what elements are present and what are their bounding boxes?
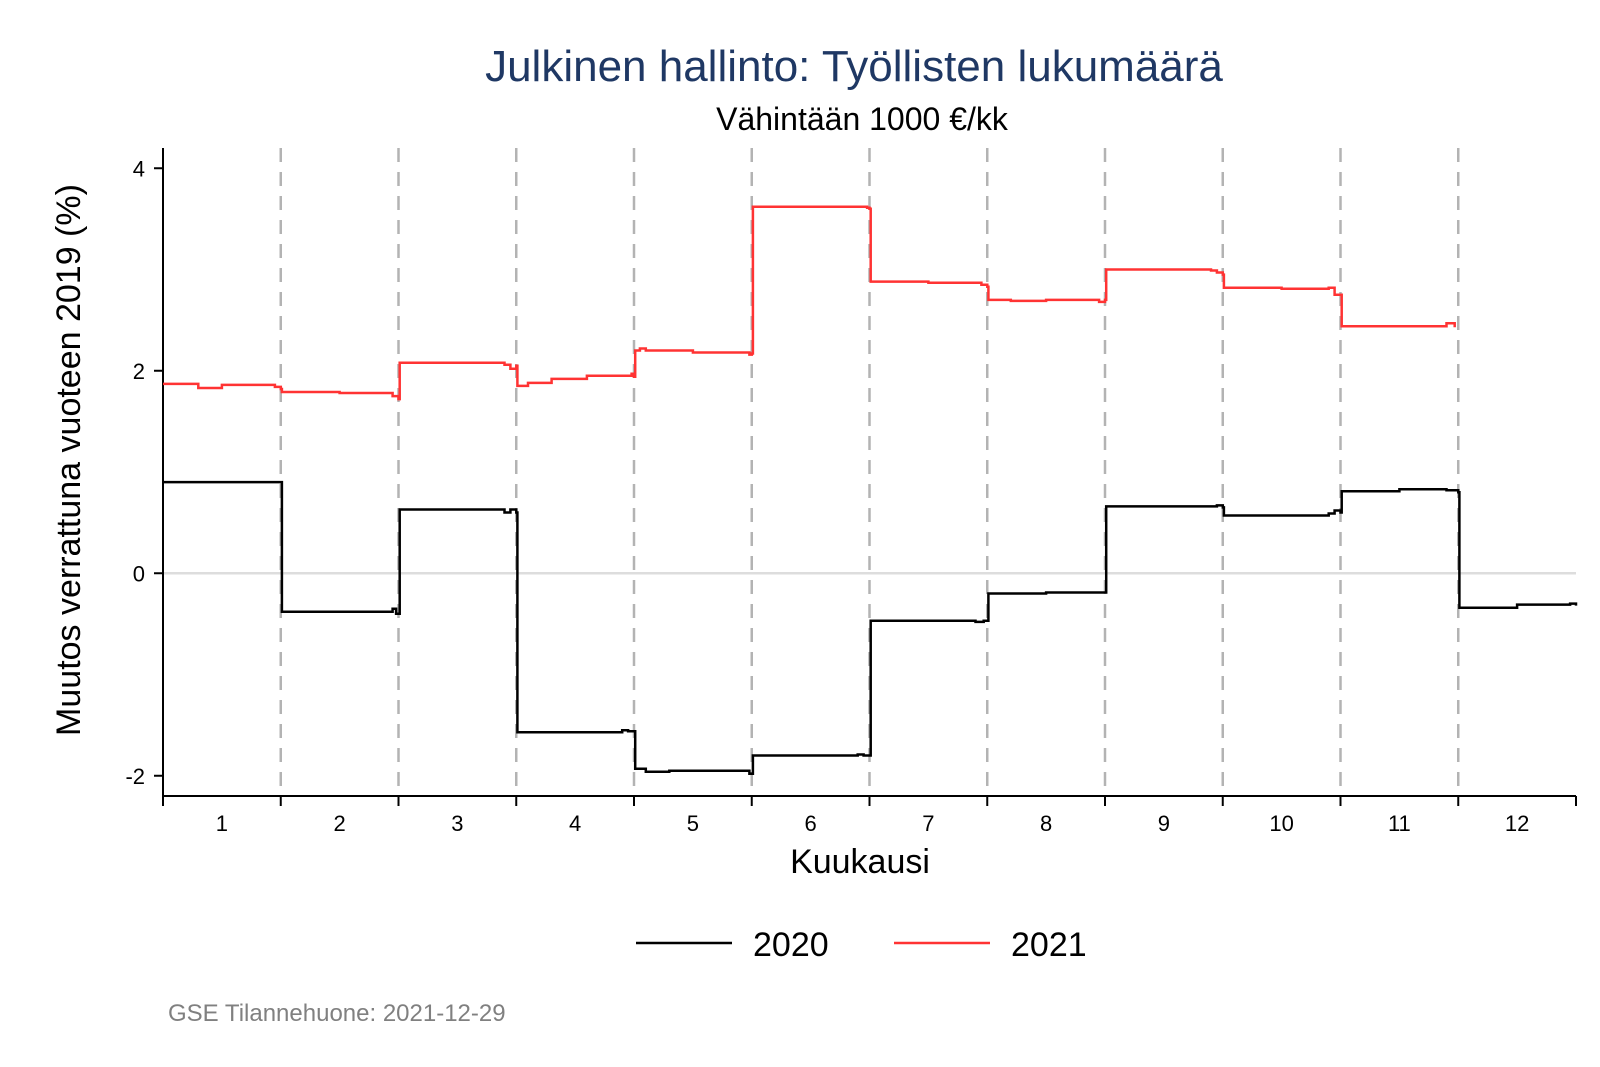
series-line-2021 xyxy=(163,205,1456,401)
chart-subtitle: Vähintään 1000 €/kk xyxy=(716,101,1009,137)
x-tick-label: 8 xyxy=(1040,811,1052,836)
x-tick-label: 5 xyxy=(687,811,699,836)
y-tick-label: 4 xyxy=(133,156,145,181)
x-tick-label: 12 xyxy=(1505,811,1529,836)
x-tick-label: 6 xyxy=(805,811,817,836)
x-tick-label: 10 xyxy=(1269,811,1293,836)
series-line-2020 xyxy=(163,480,1578,775)
y-tick-label: -2 xyxy=(125,764,145,789)
series-layer xyxy=(163,205,1578,775)
legend-label-2020: 2020 xyxy=(753,926,829,964)
x-axis: 1 2 3 4 5 6 7 8 9 10 11 12 xyxy=(162,795,1577,836)
x-tick-label: 11 xyxy=(1388,811,1411,836)
x-tick-label: 4 xyxy=(569,811,581,836)
y-axis-title: Muutos verrattuna vuoteen 2019 (%) xyxy=(50,184,88,736)
y-tick-label: 2 xyxy=(133,359,145,384)
x-tick-label: 1 xyxy=(216,811,228,836)
x-axis-title: Kuukausi xyxy=(790,843,930,881)
x-tick-label: 7 xyxy=(922,811,934,836)
x-tick-label: 2 xyxy=(334,811,346,836)
chart-title: Julkinen hallinto: Työllisten lukumäärä xyxy=(485,42,1223,91)
y-tick-label: 0 xyxy=(133,561,145,586)
source-note: GSE Tilannehuone: 2021-12-29 xyxy=(168,1000,506,1027)
x-tick-label: 9 xyxy=(1158,811,1170,836)
y-axis: -2 0 2 4 xyxy=(125,148,164,796)
x-tick-label: 3 xyxy=(451,811,463,836)
legend: 2020 2021 xyxy=(636,926,1087,964)
legend-label-2021: 2021 xyxy=(1011,926,1087,964)
